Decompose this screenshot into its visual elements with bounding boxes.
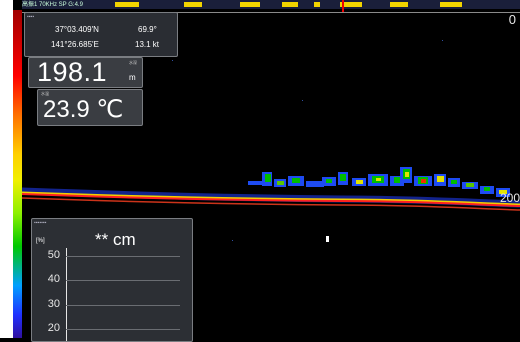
grid-line (66, 280, 180, 281)
depth-unit: m (129, 73, 136, 82)
color-scale-bar (13, 10, 22, 338)
top-bar-label: 高振1 70KHz SP G:4.9 (22, 2, 83, 8)
range-bottom-label: 200 (499, 191, 520, 205)
grid-line (66, 305, 180, 306)
depth-readout[interactable]: 198.1 水深 m (28, 57, 143, 88)
y-tick-label: 20 (47, 322, 60, 334)
depth-sublabel: 水深 (129, 60, 137, 65)
grid-line (66, 329, 180, 330)
heading-value: 69.9° (138, 25, 157, 34)
top-status-bar (22, 0, 520, 9)
fish-size-panel-header: ▪▪▪▪▪▪▪ (34, 220, 47, 226)
fish-size-y-axis (66, 248, 67, 341)
mouse-cursor-icon (326, 236, 329, 242)
fish-size-title: ** cm (95, 230, 136, 249)
echogram-display[interactable] (22, 0, 520, 338)
temperature-sublabel: 水温 (41, 91, 49, 96)
depth-value: 198.1 (37, 57, 108, 87)
fish-size-panel[interactable]: ▪▪▪▪▪▪▪ ** cm [%] 50 40 30 20 (31, 218, 193, 342)
y-tick-label: 30 (47, 298, 60, 310)
y-tick-label: 50 (47, 249, 60, 261)
range-line (22, 12, 520, 13)
position-marker[interactable] (342, 0, 344, 12)
y-tick-label: 40 (47, 273, 60, 285)
temperature-value: 23.9 ℃ (43, 96, 124, 123)
temperature-readout[interactable]: 水温 23.9 ℃ (37, 89, 143, 126)
range-top-label: 0 (508, 12, 516, 27)
fish-size-unit: [%] (36, 238, 45, 244)
latitude-value: 37°03.409'N (55, 25, 99, 34)
left-edge-strip (0, 0, 13, 338)
speed-value: 13.1 kt (135, 40, 160, 49)
position-panel[interactable]: ▪▪▪▪ 37°03.409'N 141°26.685'E 69.9° 13.1… (24, 12, 178, 57)
position-panel-header: ▪▪▪▪ (27, 14, 35, 20)
grid-line (66, 256, 180, 257)
longitude-value: 141°26.685'E (51, 40, 99, 49)
